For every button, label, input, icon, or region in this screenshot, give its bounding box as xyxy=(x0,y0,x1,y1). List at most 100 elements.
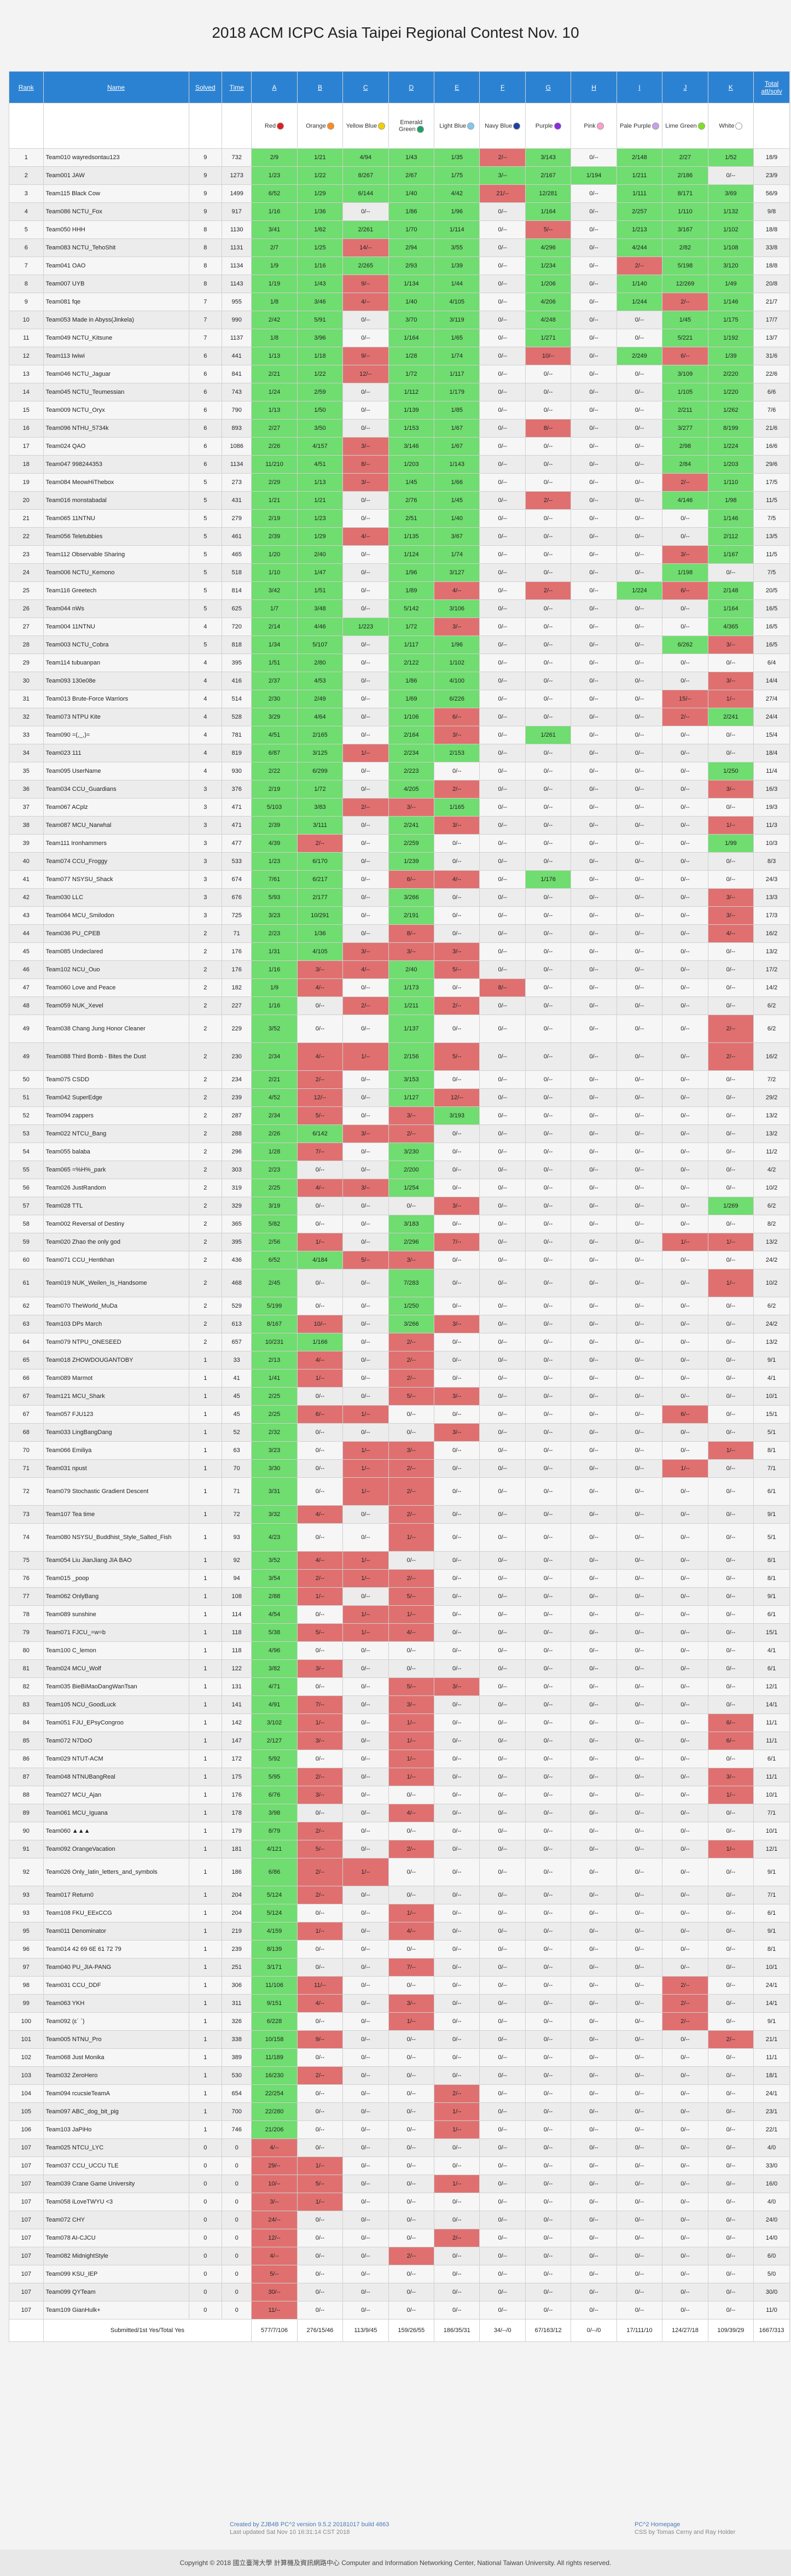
problem-result: 0/-- xyxy=(681,1257,690,1263)
header-rank[interactable]: Rank xyxy=(9,71,44,103)
problem-result: 1/-- xyxy=(315,1720,325,1726)
problem-cell-h: 0/-- xyxy=(571,1714,617,1732)
problem-result: 2/82 xyxy=(679,244,691,251)
problem-cell-a: 3/19 xyxy=(251,1197,298,1215)
problem-cell-e: 1/-- xyxy=(434,2102,480,2121)
problem-cell-e: 0/-- xyxy=(434,1904,480,1922)
problem-result: 0/-- xyxy=(589,281,598,287)
problem-result: 0/-- xyxy=(681,2090,690,2097)
problem-cell-c: 0/-- xyxy=(342,1197,389,1215)
problem-result: 0/-- xyxy=(681,1575,690,1582)
problem-result: 0/-- xyxy=(635,1321,644,1327)
solved-cell: 3 xyxy=(188,816,223,835)
problem-result: 4/-- xyxy=(406,1928,416,1934)
header-problem-a[interactable]: A xyxy=(251,71,298,103)
problem-cell-g: 0/-- xyxy=(525,1179,572,1197)
problem-cell-c: 3/-- xyxy=(342,473,389,492)
solved-cell: 6 xyxy=(188,437,223,456)
team-row: 47 Team060 Love and Peace 2 182 1/9 4/-- 0/-- 1… xyxy=(9,978,790,997)
problem-cell-e: 0/-- xyxy=(434,2048,480,2067)
problem-result: 9/-- xyxy=(361,353,370,359)
header-solved[interactable]: Solved xyxy=(188,71,223,103)
problem-result: 0/-- xyxy=(452,1257,462,1263)
pc2-homepage-link[interactable]: PC^2 Homepage xyxy=(635,2521,681,2528)
problem-cell-c: 0/-- xyxy=(342,2138,389,2157)
problem-cell-b: 2/59 xyxy=(296,383,344,401)
total-cell: 13/3 xyxy=(753,888,790,907)
rank-cell: 93 xyxy=(9,1886,44,1904)
header-problem-i[interactable]: I xyxy=(616,71,663,103)
team-row: 1 Team010 wayredsontau123 9 732 2/9 1/21 4/94 1… xyxy=(9,148,790,167)
problem-result: 0/-- xyxy=(589,425,598,432)
problem-result: 0/-- xyxy=(681,1629,690,1636)
header-total[interactable]: Total att/solv xyxy=(753,71,790,103)
problem-result: 2/-- xyxy=(452,786,462,792)
problem-cell-h: 0/-- xyxy=(571,473,617,492)
problem-result: 0/-- xyxy=(726,2253,736,2259)
pc2-credit-link[interactable]: Created by ZJB4B PC^2 version 9.5.2 2018… xyxy=(230,2521,389,2528)
problem-result: 0/-- xyxy=(361,1094,370,1101)
problem-cell-d: 3/266 xyxy=(388,888,435,907)
total-cell: 7/6 xyxy=(753,401,790,419)
problem-result: 3/-- xyxy=(406,1447,416,1454)
solved-cell: 2 xyxy=(188,960,223,979)
problem-cell-a: 29/-- xyxy=(251,2157,298,2175)
problem-result: 0/-- xyxy=(406,1828,416,1834)
team-row: 20 Team016 monstabadal 5 431 1/21 1/21 0/-- 2/7… xyxy=(9,491,790,510)
header-problem-d[interactable]: D xyxy=(388,71,435,103)
problem-cell-a: 1/8 xyxy=(251,293,298,311)
problem-result: 0/-- xyxy=(726,1534,736,1541)
problem-cell-e: 3/-- xyxy=(434,617,480,636)
problem-cell-h: 0/-- xyxy=(571,654,617,672)
problem-cell-b: 0/-- xyxy=(296,1677,344,1696)
header-problem-h[interactable]: H xyxy=(571,71,617,103)
team-name-cell: Team105 NCU_GoodLuck xyxy=(43,1695,189,1714)
problem-result: 5/103 xyxy=(266,804,282,811)
problem-cell-e: 0/-- xyxy=(434,1750,480,1768)
header-problem-e[interactable]: E xyxy=(434,71,480,103)
problem-result: 8/-- xyxy=(406,930,416,937)
problem-cell-k: 0/-- xyxy=(707,1659,754,1678)
header-problem-f[interactable]: F xyxy=(479,71,526,103)
problem-result: 0/-- xyxy=(726,858,736,865)
problem-cell-a: 3/82 xyxy=(251,1659,298,1678)
team-row: 72 Team079 Stochastic Gradient Descent 1 71… xyxy=(9,1477,790,1506)
problem-cell-g: 0/-- xyxy=(525,2012,572,2031)
header-problem-j[interactable]: J xyxy=(662,71,708,103)
solved-cell: 1 xyxy=(188,2120,223,2139)
problem-cell-k: 0/-- xyxy=(707,1505,754,1524)
time-cell: 917 xyxy=(222,202,252,221)
header-time[interactable]: Time xyxy=(222,71,252,103)
solved-cell: 4 xyxy=(188,708,223,726)
problem-result: 0/-- xyxy=(726,1683,736,1690)
problem-cell-g: 0/-- xyxy=(525,1233,572,1251)
problem-result: 2/261 xyxy=(358,226,374,233)
problem-cell-d: 2/156 xyxy=(388,1042,435,1071)
header-problem-b[interactable]: B xyxy=(296,71,344,103)
problem-result: 4/-- xyxy=(361,299,370,305)
problem-result: 0/-- xyxy=(681,1003,690,1009)
problem-cell-h: 0/-- xyxy=(571,437,617,456)
header-problem-g[interactable]: G xyxy=(525,71,572,103)
problem-cell-a: 2/14 xyxy=(251,617,298,636)
problem-cell-e: 1/65 xyxy=(434,329,480,347)
problem-result: 0/-- xyxy=(498,1280,507,1286)
problem-cell-e: 0/-- xyxy=(434,2283,480,2301)
problem-result: 0/-- xyxy=(589,2289,598,2295)
header-name[interactable]: Name xyxy=(43,71,189,103)
problem-cell-b: 2/-- xyxy=(296,834,344,853)
problem-cell-j: 0/-- xyxy=(662,1477,708,1506)
problem-cell-h: 0/-- xyxy=(571,1569,617,1588)
problem-cell-k: 1/269 xyxy=(707,1197,754,1215)
solved-cell: 1 xyxy=(188,1351,223,1369)
time-cell: 239 xyxy=(222,1940,252,1959)
team-name-cell: Team088 Third Bomb - Bites the Dust xyxy=(43,1042,189,1071)
total-cell: 8/2 xyxy=(753,1215,790,1233)
problem-result: 1/72 xyxy=(405,623,417,630)
problem-result: 0/-- xyxy=(589,551,598,558)
header-problem-c[interactable]: C xyxy=(342,71,389,103)
problem-cell-i: 0/-- xyxy=(616,1886,663,1904)
problem-cell-d: 1/89 xyxy=(388,581,435,600)
header-problem-k[interactable]: K xyxy=(707,71,754,103)
problem-result: 22/254 xyxy=(265,2090,284,2097)
